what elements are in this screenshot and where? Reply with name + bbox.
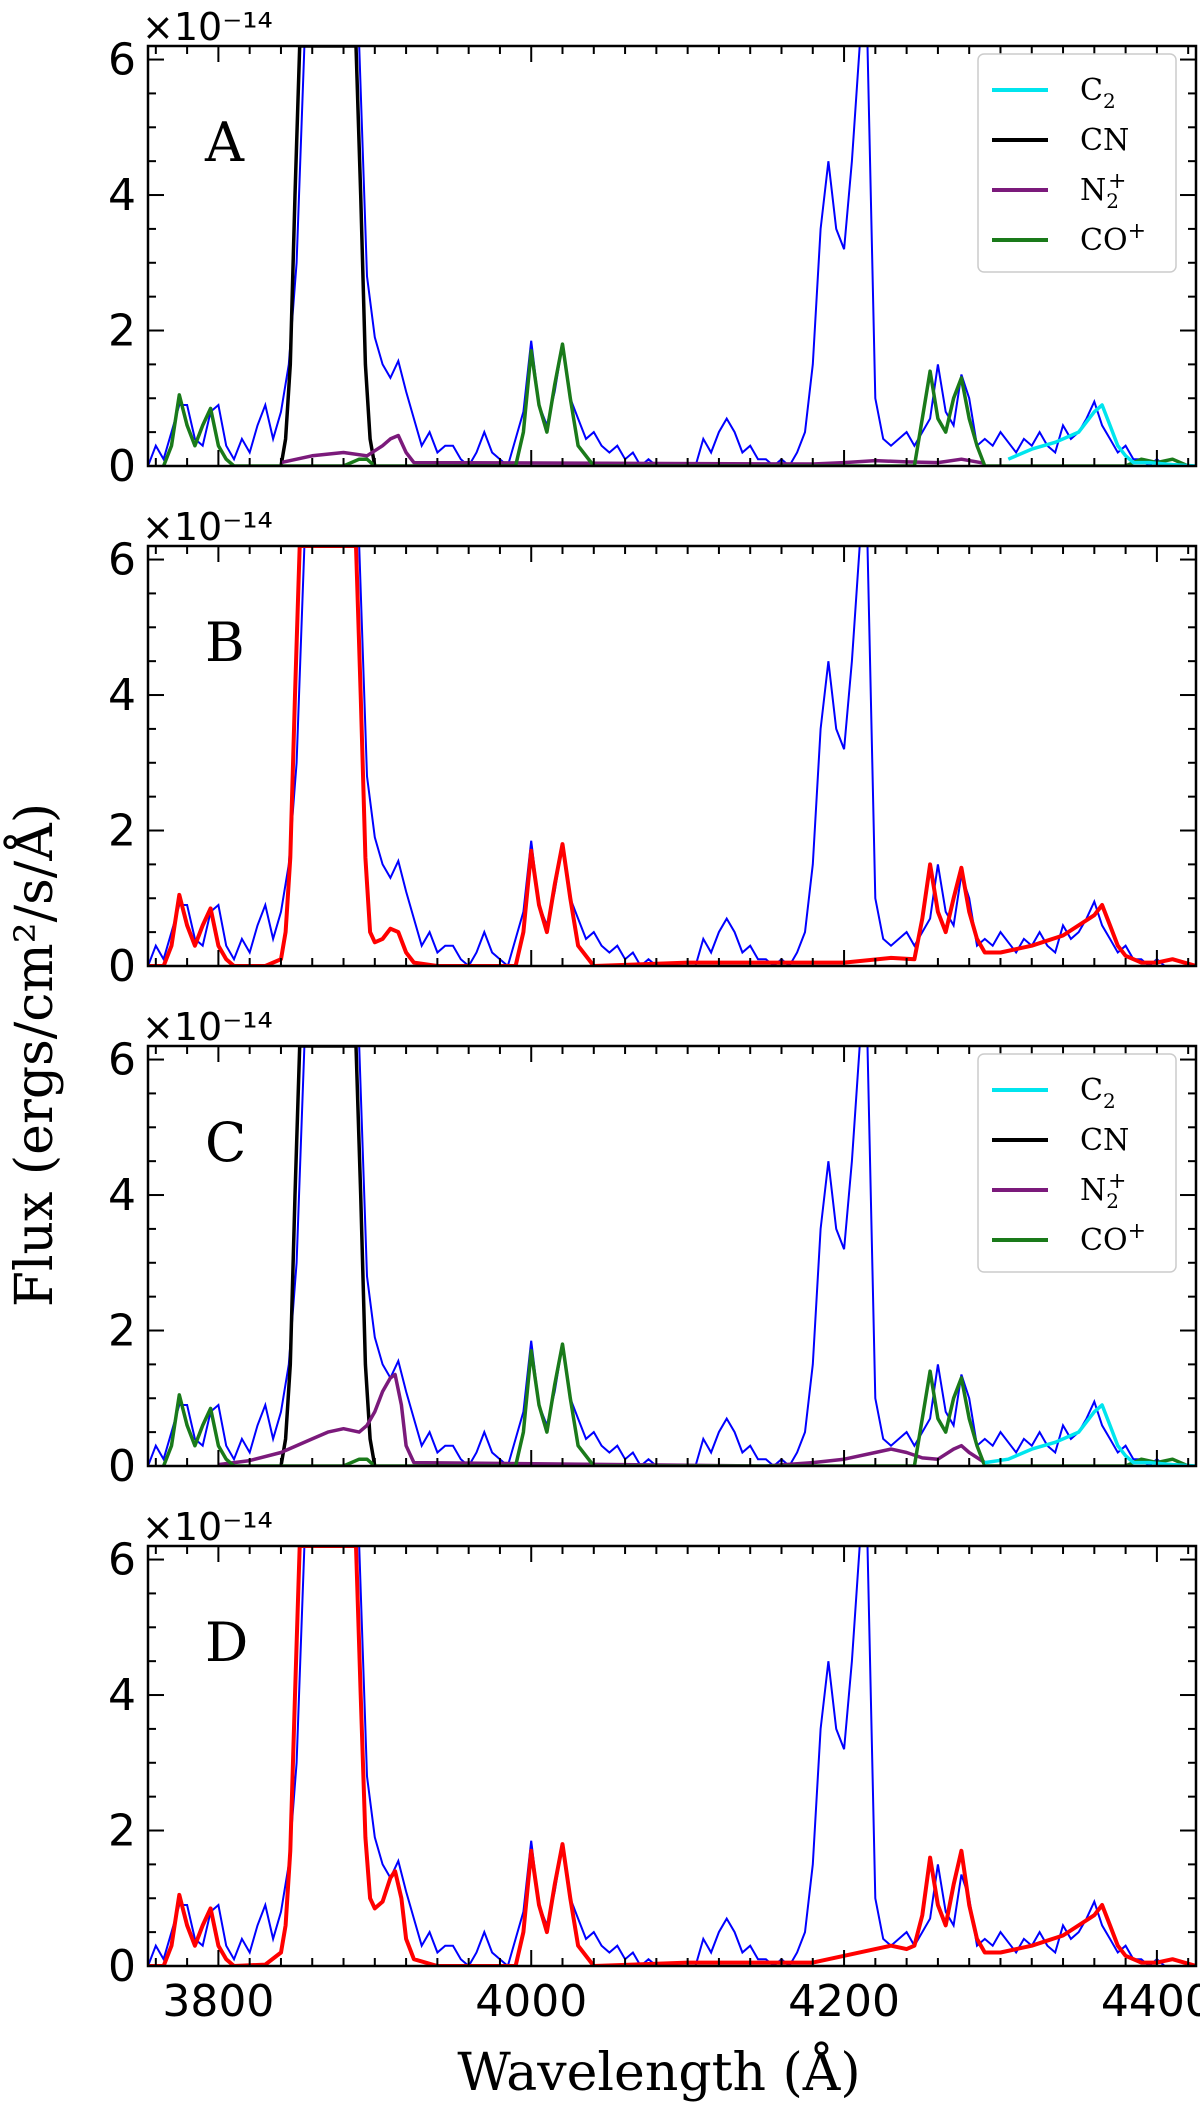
x-tick-label: 3800 [162, 1976, 274, 2027]
y-tick-label: 2 [108, 1306, 136, 1357]
series-n2plus-line [218, 1372, 986, 1466]
x-tick-label: 4000 [475, 1976, 587, 2027]
panel-B: 0 2 4 6×10⁻¹⁴ B [108, 505, 1198, 992]
series-total_model-line [148, 546, 1196, 966]
panel-label: B [205, 611, 245, 674]
observed-spectrum-line [148, 1546, 1196, 1966]
panel-frame [146, 544, 1198, 968]
panel-D: 0 2 4 6 3800 4000 4200 4400 ×10⁻¹⁴ D [108, 1505, 1200, 2027]
x-axis-title: Wavelength (Å) [457, 2041, 860, 2103]
panel-label: C [205, 1111, 246, 1174]
panel-label: D [205, 1611, 248, 1674]
series-coplus-line [161, 342, 1189, 466]
y-scale-label: ×10⁻¹⁴ [142, 5, 273, 49]
y-scale-label: ×10⁻¹⁴ [142, 505, 273, 549]
legend-box [977, 1053, 1177, 1273]
panel-frame [146, 1044, 1198, 1468]
series-total_model-line [148, 1546, 1196, 1966]
y-tick-label: 2 [108, 306, 136, 357]
series-cn-line [279, 46, 377, 466]
legend-entry-label: N2+ [1080, 1169, 1126, 1213]
y-tick-label: 6 [108, 35, 136, 86]
y-scale-label: ×10⁻¹⁴ [142, 1005, 273, 1049]
observed-spectrum-line [148, 46, 1196, 466]
legend-entry-label: N2+ [1080, 169, 1126, 213]
observed-spectrum-line [148, 546, 1196, 966]
y-tick-label: 2 [108, 806, 136, 857]
x-tick-label: 4400 [1101, 1976, 1200, 2027]
series-n2plus-line [280, 433, 986, 466]
y-tick-label: 2 [108, 1806, 136, 1857]
series-c2-line [984, 1403, 1196, 1466]
panel-label: A [204, 111, 245, 174]
panel-frame [146, 1544, 1198, 1968]
y-axis-title: Flux (ergs/cm²/s/Å) [3, 803, 65, 1307]
y-tick-label: 6 [108, 1535, 136, 1586]
panel-frame [146, 44, 1198, 468]
y-tick-label: 4 [108, 1170, 136, 1221]
y-tick-label: 4 [108, 170, 136, 221]
y-tick-label: 6 [108, 535, 136, 586]
y-tick-label: 4 [108, 1670, 136, 1721]
y-tick-label: 6 [108, 1035, 136, 1086]
y-tick-label: 4 [108, 670, 136, 721]
x-tick-label: 4200 [788, 1976, 900, 2027]
series-cn-line [279, 1046, 377, 1466]
series-coplus-line [161, 1342, 1189, 1466]
legend-entry-label: C2 [1080, 1073, 1116, 1113]
legend-box [977, 53, 1177, 273]
y-tick-label: 0 [108, 1941, 136, 1992]
legend-entry-label: CN [1080, 1123, 1129, 1158]
y-scale-label: ×10⁻¹⁴ [142, 1505, 273, 1549]
legend-entry-label: CN [1080, 123, 1129, 158]
observed-spectrum-line [148, 1046, 1196, 1466]
y-tick-label: 0 [108, 941, 136, 992]
y-tick-label: 0 [108, 441, 136, 492]
y-tick-label: 0 [108, 1441, 136, 1492]
series-c2-line [1007, 403, 1196, 466]
